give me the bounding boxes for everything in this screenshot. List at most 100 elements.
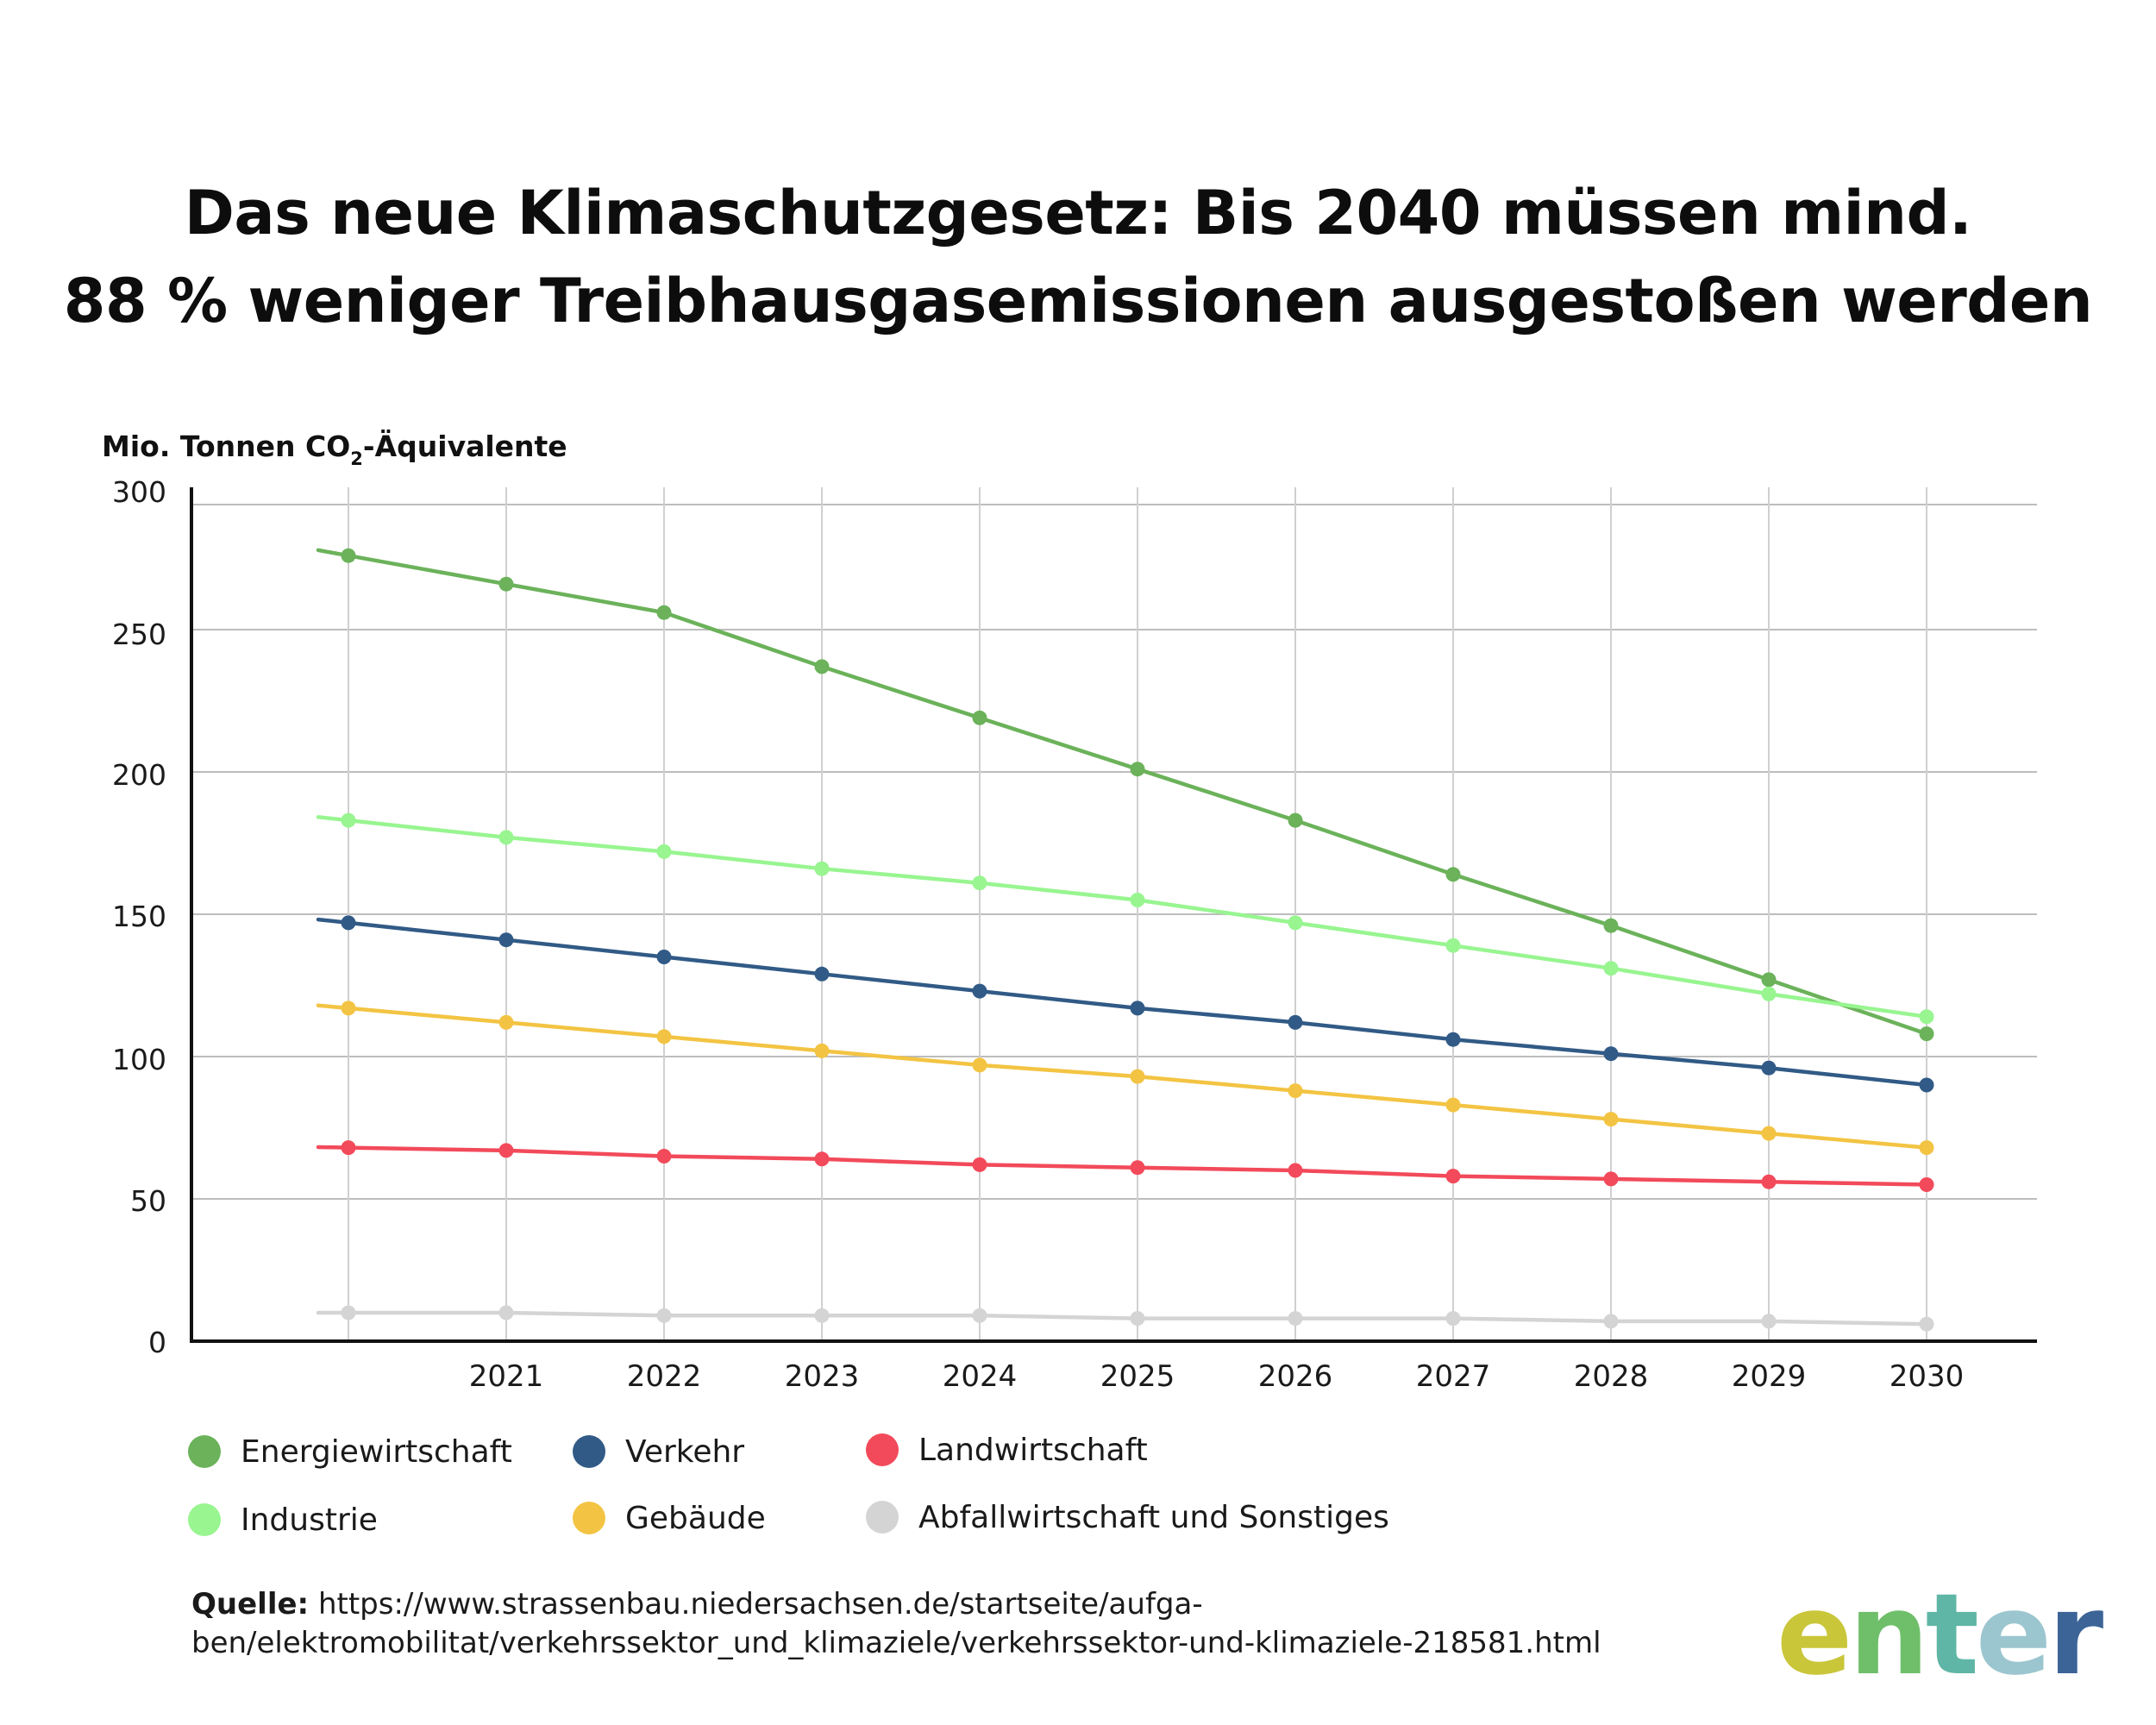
data-point-geb-ude-2024 [972,1057,987,1073]
series-verkehr [316,915,1934,1093]
enter-logo: enter [1777,1569,2103,1700]
data-point-geb-ude-2020 [341,1000,356,1016]
data-point-landwirtschaft-2020 [341,1140,356,1156]
legend-label: Gebäude [625,1500,766,1536]
data-point-verkehr-2024 [972,983,987,999]
data-point-geb-ude-2027 [1445,1097,1461,1113]
legend-item-gebaeude: Gebäude [573,1496,766,1540]
legend-dot [866,1433,899,1466]
data-point-landwirtschaft-2027 [1445,1169,1461,1184]
data-point-verkehr-2023 [814,966,830,982]
data-point-energiewirtschaft-2020 [341,548,356,563]
data-point-industrie-2027 [1445,938,1461,953]
series-line-landwirtschaft [316,1145,1929,1187]
data-point-geb-ude-2022 [656,1029,672,1044]
data-point-geb-ude-2025 [1130,1069,1145,1084]
legend-item-industrie: Industrie [188,1498,378,1541]
data-point-industrie-2030 [1919,1009,1934,1025]
data-point-geb-ude-2023 [814,1043,830,1058]
data-point-energiewirtschaft-2029 [1761,972,1777,988]
data-point-energiewirtschaft-2027 [1445,867,1461,882]
series-landwirtschaft [316,1140,1934,1192]
x-tick-label-2029: 2029 [1732,1359,1807,1394]
legend-dot [573,1435,605,1468]
data-point-verkehr-2022 [656,950,672,964]
y-tick-label-200: 200 [112,758,166,792]
legend-item-abfallwirtschaft: Abfallwirtschaft und Sonstiges [866,1496,1389,1539]
data-point-energiewirtschaft-2026 [1288,812,1303,828]
x-tick-label-2022: 2022 [627,1359,702,1394]
x-tick-label-2023: 2023 [785,1359,860,1394]
legend-label: Landwirtschaft [918,1432,1148,1468]
series-line-abfallwirtschaft-und-sonstiges [316,1310,1929,1327]
data-point-industrie-2026 [1288,915,1303,931]
data-point-verkehr-2030 [1919,1077,1934,1093]
data-point-industrie-2024 [972,875,987,891]
data-point-industrie-2020 [341,812,356,828]
data-point-geb-ude-2028 [1603,1112,1619,1127]
data-point-industrie-2025 [1130,893,1145,907]
legend-dot [866,1501,899,1534]
data-point-landwirtschaft-2026 [1288,1163,1303,1178]
data-point-landwirtschaft-2030 [1919,1177,1934,1192]
data-point-verkehr-2029 [1761,1060,1777,1076]
source-note: Quelle: https://www.strassenbau.niedersa… [191,1585,1744,1663]
data-point-landwirtschaft-2028 [1603,1171,1619,1187]
series [316,548,1934,1332]
data-point-landwirtschaft-2021 [498,1143,514,1158]
y-tick-label-150: 150 [112,900,166,933]
x-tick-label-2025: 2025 [1100,1359,1175,1394]
data-point-verkehr-2021 [498,932,514,948]
logo-letter: n [1849,1569,1929,1700]
data-point-verkehr-2027 [1445,1032,1461,1047]
legend-label: Energiewirtschaft [241,1433,512,1470]
data-point-geb-ude-2029 [1761,1126,1777,1141]
y-tick-label-0: 0 [148,1326,166,1359]
data-point-abfallwirtschaft-und-sonstiges-2026 [1288,1311,1303,1327]
data-point-landwirtschaft-2025 [1130,1160,1145,1176]
data-point-geb-ude-2026 [1288,1083,1303,1099]
data-point-landwirtschaft-2029 [1761,1174,1777,1189]
x-tick-label-2026: 2026 [1258,1359,1333,1394]
series-line-geb-ude [316,1003,1929,1150]
series-abfallwirtschaft-und-sonstiges [316,1305,1934,1332]
source-line-1: Quelle: https://www.strassenbau.niedersa… [191,1585,1744,1624]
data-point-landwirtschaft-2024 [972,1157,987,1172]
data-point-geb-ude-2030 [1919,1140,1934,1156]
data-point-abfallwirtschaft-und-sonstiges-2021 [498,1305,514,1320]
data-point-verkehr-2025 [1130,1000,1145,1016]
source-url-part-1: https://www.strassenbau.niedersachsen.de… [309,1587,1203,1622]
tick-labels: 0 50 100 150 200 250 300 2021 2022 2023 2024 2025 20… [112,475,1964,1394]
data-point-landwirtschaft-2022 [656,1149,672,1164]
data-point-abfallwirtschaft-und-sonstiges-2030 [1919,1316,1934,1332]
legend-label: Verkehr [625,1433,745,1470]
data-point-verkehr-2028 [1603,1046,1619,1062]
y-tick-label-50: 50 [130,1184,166,1218]
data-point-energiewirtschaft-2022 [656,605,672,620]
y-tick-label-100: 100 [112,1043,166,1076]
data-point-industrie-2022 [656,844,672,859]
x-tick-label-2021: 2021 [469,1359,544,1394]
logo-letter: t [1925,1569,1979,1700]
logo-letter: e [1777,1569,1852,1700]
logo-letter: e [1975,1569,2052,1700]
axes [190,487,2037,1343]
legend-item-verkehr: Verkehr [573,1430,744,1473]
series-line-verkehr [316,917,1929,1088]
data-point-industrie-2029 [1761,986,1777,1001]
chart-title: Das neue Klimaschutzgesetz: Bis 2040 müs… [0,169,2156,345]
y-axis-label: Mio. Tonnen CO2-Äquivalente [102,429,567,469]
x-tick-label-2027: 2027 [1416,1359,1491,1394]
data-point-abfallwirtschaft-und-sonstiges-2023 [814,1308,830,1323]
legend-label: Abfallwirtschaft und Sonstiges [918,1499,1389,1535]
series-line-energiewirtschaft [316,548,1929,1036]
series-line-industrie [316,815,1929,1019]
y-tick-label-300: 300 [112,475,166,509]
series-geb-ude [316,1000,1934,1156]
legend-dot [573,1502,605,1534]
legend-dot [188,1435,221,1468]
chart-title-line-1: Das neue Klimaschutzgesetz: Bis 2040 müs… [184,178,1972,248]
line-chart: Mio. Tonnen CO2-Äquivalente 0 50 100 150 200… [102,429,2037,1394]
data-point-abfallwirtschaft-und-sonstiges-2025 [1130,1311,1145,1327]
data-point-energiewirtschaft-2024 [972,710,987,725]
